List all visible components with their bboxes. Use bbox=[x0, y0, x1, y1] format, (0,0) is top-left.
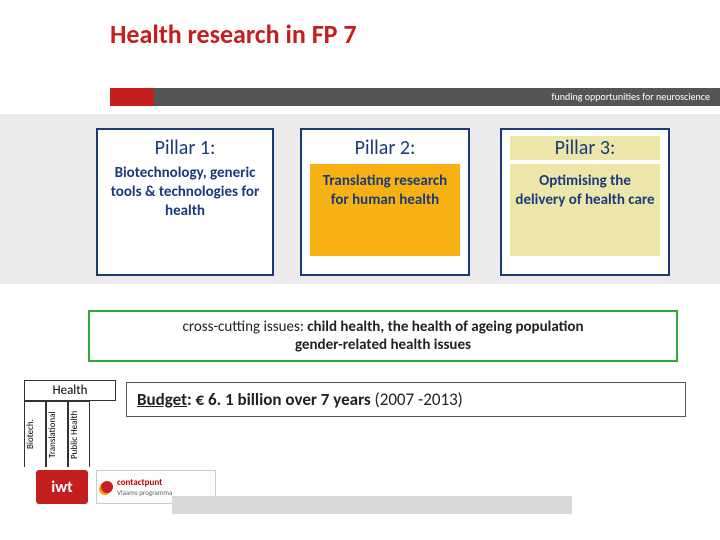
footer-grey-bar bbox=[172, 496, 572, 514]
page-title: Health research in FP 7 bbox=[0, 0, 720, 50]
pillar-1-title: Pillar 1: bbox=[106, 136, 264, 160]
logo-iwt: iwt bbox=[36, 470, 88, 504]
pillar-3-title: Pillar 3: bbox=[510, 136, 660, 160]
pillar-2: Pillar 2: Translating research for human… bbox=[300, 128, 470, 276]
pillar-1: Pillar 1: Biotechnology, generic tools &… bbox=[96, 128, 274, 276]
pillar-3: Pillar 3: Optimising the delivery of hea… bbox=[500, 128, 670, 276]
vtab-publichealth: Public Health bbox=[68, 401, 90, 467]
vtab-biotech: Biotech. bbox=[24, 401, 46, 467]
budget-years: (2007 -2013) bbox=[371, 389, 463, 410]
pillar-1-body: Biotechnology, generic tools & technolog… bbox=[106, 164, 264, 220]
health-group: Health Biotech. Translational Public Hea… bbox=[24, 380, 116, 467]
header-bar: funding opportunities for neuroscience bbox=[0, 88, 720, 106]
header-subtitle: funding opportunities for neuroscience bbox=[154, 88, 720, 106]
health-box: Health bbox=[24, 380, 116, 401]
pillar-2-body: Translating research for human health bbox=[314, 172, 456, 210]
budget-label: Budget bbox=[137, 389, 187, 410]
crosscut-box: cross-cutting issues: child health, the … bbox=[88, 310, 678, 362]
budget-amount: : € 6. 1 billion over 7 years bbox=[187, 389, 371, 410]
vtab-translational: Translational bbox=[46, 401, 68, 467]
budget-box: Budget: € 6. 1 billion over 7 years (200… bbox=[126, 382, 686, 417]
logo-dot-icon bbox=[101, 481, 113, 493]
health-tabs: Biotech. Translational Public Health bbox=[24, 401, 116, 467]
pillar-2-title: Pillar 2: bbox=[310, 136, 460, 160]
crosscut-line2: gender-related health issues bbox=[295, 336, 471, 354]
pillar-3-body: Optimising the delivery of health care bbox=[514, 172, 656, 210]
logo-contact-line1: contactpunt bbox=[117, 477, 215, 488]
crosscut-text: child health, the health of ageing popul… bbox=[304, 318, 584, 336]
crosscut-prefix: cross-cutting issues: bbox=[182, 318, 303, 336]
header-red-block bbox=[110, 88, 154, 106]
